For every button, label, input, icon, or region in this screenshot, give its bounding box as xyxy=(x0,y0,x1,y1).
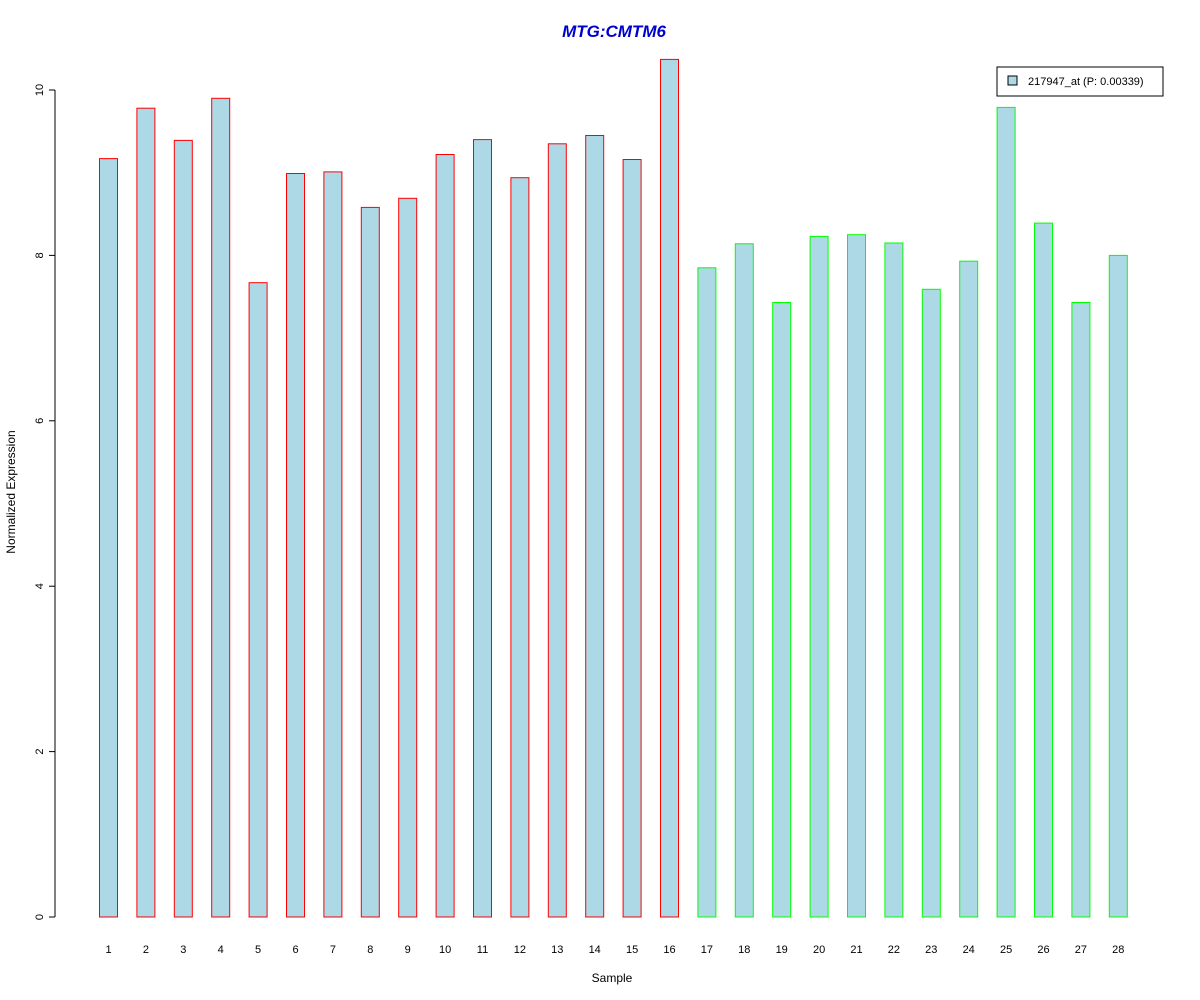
bar xyxy=(585,135,605,918)
bars xyxy=(99,58,1128,918)
x-tick-label: 1 xyxy=(105,944,111,956)
x-tick-label: 23 xyxy=(925,944,937,956)
bar xyxy=(809,235,829,918)
y-tick-label: 4 xyxy=(34,583,46,589)
x-tick-label: 22 xyxy=(888,944,900,956)
x-tick-label: 8 xyxy=(367,944,373,956)
bar xyxy=(248,282,268,918)
x-tick-label: 16 xyxy=(663,944,675,956)
bar xyxy=(136,107,156,918)
x-tick-label: 9 xyxy=(405,944,411,956)
y-tick-label: 8 xyxy=(34,252,46,258)
bar xyxy=(884,242,904,918)
bar xyxy=(173,139,193,918)
bar xyxy=(959,260,979,918)
bar xyxy=(1071,302,1091,918)
x-tick-label: 15 xyxy=(626,944,638,956)
x-tick-label: 11 xyxy=(477,944,488,956)
x-tick-label: 26 xyxy=(1037,944,1049,956)
y-tick-label: 10 xyxy=(34,84,46,96)
bar xyxy=(510,177,530,918)
y-axis-label: Normalized Expression xyxy=(4,430,18,553)
y-tick-label: 0 xyxy=(34,914,46,920)
bar xyxy=(435,154,455,918)
x-axis-label: Sample xyxy=(592,971,633,985)
x-tick-label: 18 xyxy=(738,944,750,956)
bar xyxy=(1034,222,1053,918)
bar xyxy=(772,302,792,918)
x-tick-label: 19 xyxy=(776,944,788,956)
x-tick-label: 3 xyxy=(180,944,186,956)
bar xyxy=(847,234,866,918)
bar xyxy=(1108,254,1128,918)
legend-label: 217947_at (P: 0.00339) xyxy=(1028,76,1144,88)
bar xyxy=(547,143,567,918)
y-tick-label: 2 xyxy=(34,749,46,755)
x-tick-label: 6 xyxy=(292,944,298,956)
x-tick-label: 25 xyxy=(1000,944,1012,956)
x-tick-label: 20 xyxy=(813,944,825,956)
x-tick-label: 10 xyxy=(439,944,451,956)
bar xyxy=(697,267,717,918)
legend-box xyxy=(996,66,1164,97)
x-tick-label: 24 xyxy=(963,944,975,956)
bar xyxy=(286,173,305,918)
bar xyxy=(734,243,754,918)
bar xyxy=(323,171,343,918)
bar xyxy=(360,206,380,918)
chart-title: MTG:CMTM6 xyxy=(562,22,666,41)
bar xyxy=(622,159,642,918)
x-tick-label: 14 xyxy=(589,944,601,956)
bar xyxy=(921,288,941,918)
x-tick-label: 5 xyxy=(255,944,261,956)
x-tick-label: 28 xyxy=(1112,944,1124,956)
bar xyxy=(996,106,1016,918)
x-tick-label: 7 xyxy=(330,944,336,956)
x-tick-label: 13 xyxy=(551,944,563,956)
bar xyxy=(473,139,492,918)
x-tick-label: 21 xyxy=(850,944,862,956)
legend-swatch xyxy=(1007,75,1018,86)
y-tick-label: 6 xyxy=(34,418,46,424)
x-tick-label: 12 xyxy=(514,944,526,956)
x-tick-labels: 1 2 3 4 5 6 7 8 9 10 11 12 13 14 15 16 17 18 19 20 21 22 23 24 2… xyxy=(105,944,1124,956)
bar xyxy=(660,58,679,918)
bar xyxy=(211,97,231,918)
x-tick-label: 4 xyxy=(218,944,224,956)
x-tick-label: 27 xyxy=(1075,944,1087,956)
x-tick-label: 17 xyxy=(701,944,713,956)
bar xyxy=(99,158,118,918)
legend: 217947_at (P: 0.00339) xyxy=(996,66,1164,97)
x-tick-label: 2 xyxy=(143,944,149,956)
bar xyxy=(398,197,418,918)
y-axis: 0 2 4 6 8 10 xyxy=(34,84,56,920)
